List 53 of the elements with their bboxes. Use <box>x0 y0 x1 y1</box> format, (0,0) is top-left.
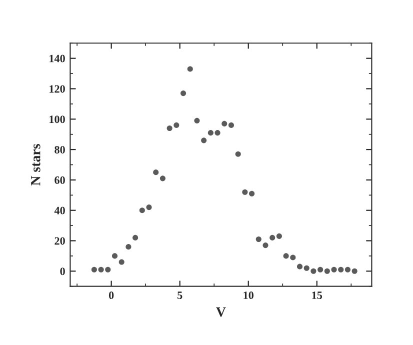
point <box>338 266 344 272</box>
y-tick-label: 60 <box>54 176 65 184</box>
point <box>276 233 282 239</box>
y-tick-label: 140 <box>50 54 65 62</box>
x-tick-label: 10 <box>244 292 254 300</box>
point <box>352 268 358 274</box>
point <box>91 266 97 272</box>
point <box>194 118 200 124</box>
point <box>201 138 207 144</box>
point <box>139 208 145 214</box>
point <box>270 234 276 240</box>
point <box>174 122 180 128</box>
y-tick-label: 80 <box>54 146 65 154</box>
point <box>324 268 330 274</box>
point <box>98 266 104 272</box>
x-tick-label: 15 <box>312 292 322 300</box>
y-tick-label: 0 <box>60 268 65 276</box>
point <box>208 130 214 136</box>
y-tick-label: 120 <box>50 85 65 93</box>
point <box>146 204 152 210</box>
point <box>228 122 234 128</box>
point <box>296 264 303 270</box>
y-tick-label: 40 <box>54 206 65 214</box>
point <box>214 130 220 136</box>
y-tick-label: 100 <box>50 116 65 124</box>
point <box>249 190 255 196</box>
point <box>318 266 324 272</box>
point <box>344 266 350 272</box>
x-axis-title: V <box>216 307 226 317</box>
point <box>235 151 241 157</box>
point <box>105 266 111 272</box>
point <box>180 90 186 96</box>
point <box>160 176 166 182</box>
x-tick-label: 5 <box>178 292 182 300</box>
point <box>310 268 316 274</box>
point <box>132 234 138 240</box>
point <box>262 242 268 248</box>
point <box>126 244 132 250</box>
x-tick-label: 0 <box>108 292 114 300</box>
y-tick-label: 20 <box>54 237 65 245</box>
point <box>222 120 228 126</box>
point <box>187 66 193 72</box>
point <box>153 170 159 176</box>
point <box>112 253 118 259</box>
point <box>331 266 337 272</box>
point <box>256 236 262 242</box>
point <box>118 259 124 265</box>
y-axis-title: N stars <box>31 144 40 186</box>
point <box>166 125 172 132</box>
point <box>304 265 310 271</box>
point <box>242 189 248 195</box>
point <box>290 254 296 260</box>
point <box>283 253 289 259</box>
